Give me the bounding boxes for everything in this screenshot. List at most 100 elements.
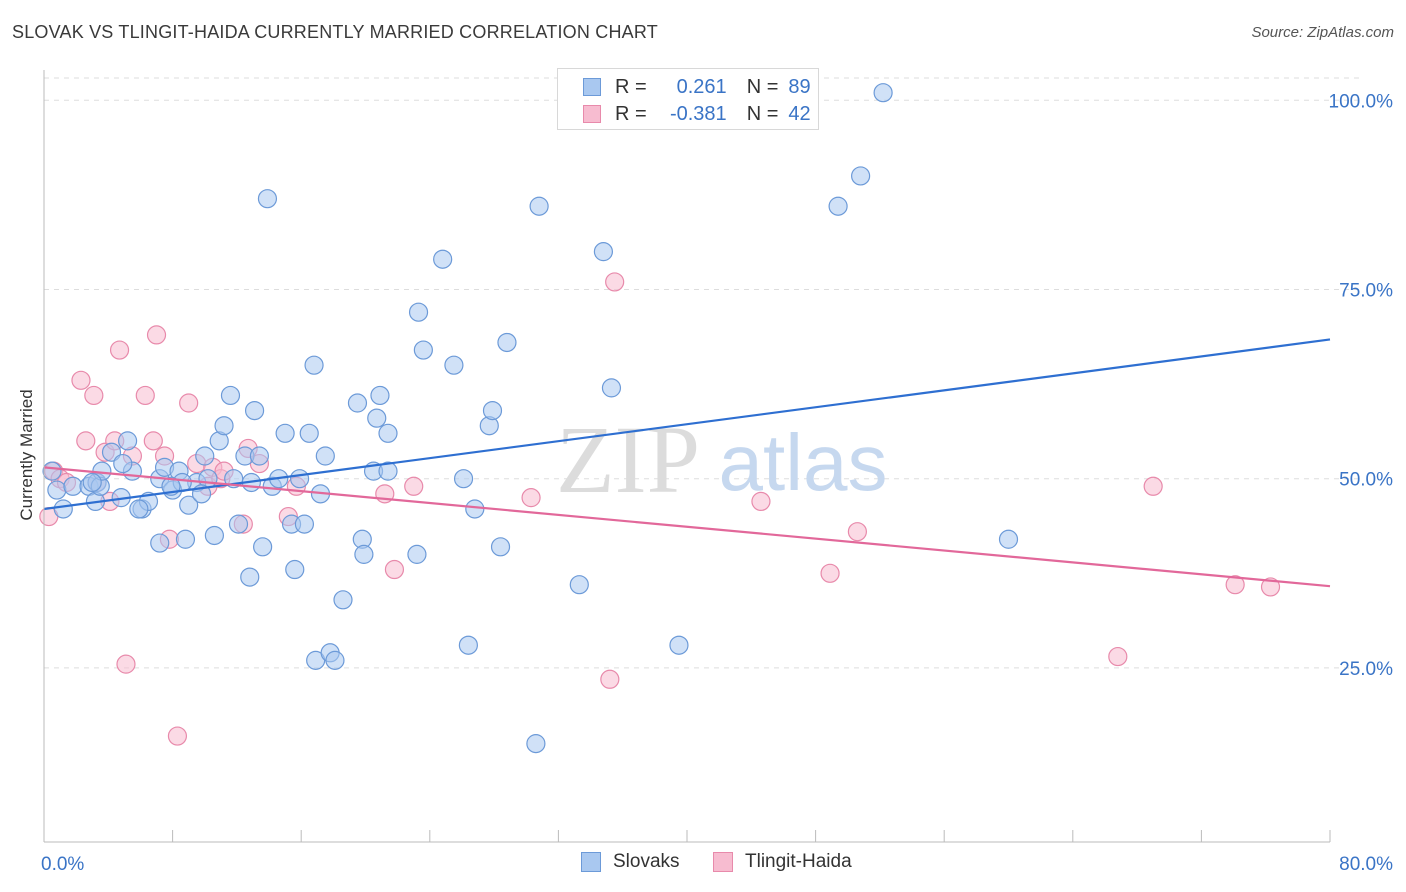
slovaks-point (129, 499, 149, 519)
slovaks-point (497, 332, 517, 353)
slovaks-point (294, 514, 315, 534)
slovaks-point (42, 461, 62, 481)
tlingit-haida-point (146, 325, 167, 345)
x-tick-label: 0.0% (41, 854, 84, 875)
tlingit-haida-point (751, 491, 771, 512)
legend-r-value: -0.381 (669, 102, 727, 125)
chart-title: SLOVAK VS TLINGIT-HAIDA CURRENTLY MARRIE… (12, 22, 658, 42)
slovaks-point (370, 385, 390, 406)
slovaks-point (63, 476, 83, 496)
tlingit-haida-point (143, 431, 163, 451)
slovaks-point (529, 196, 549, 216)
slovaks-point (413, 340, 433, 360)
slovaks-point (408, 302, 429, 322)
tlingit-haida-point (109, 340, 130, 360)
slovaks-point (407, 544, 427, 564)
slovaks-point (998, 529, 1019, 549)
slovaks-point (325, 650, 345, 670)
y-tick-label: 25.0% (1339, 659, 1393, 680)
y-axis-label: Currently Married (17, 389, 36, 521)
x-tick-label: 80.0% (1339, 854, 1393, 875)
slovaks-point (195, 446, 215, 466)
legend-swatch-slovaks (583, 78, 601, 96)
tlingit-haida-point (1143, 476, 1163, 496)
legend-label-tlingit-haida: Tlingit-Haida (745, 851, 852, 872)
slovaks-point (220, 385, 241, 406)
slovaks-trend-line (43, 338, 1331, 511)
tlingit-haida-point (605, 272, 625, 292)
slovaks-point (244, 400, 265, 421)
tlingit-haida-point (135, 385, 155, 406)
tlingit-haida-point (1108, 646, 1128, 667)
watermark-atlas: atlas (719, 418, 888, 507)
slovaks-point (117, 431, 138, 451)
slovaks-point (828, 196, 848, 216)
watermark-zip: ZIP (556, 406, 700, 513)
slovaks-point (347, 393, 368, 413)
legend-swatch-tlingit-haida (583, 105, 601, 123)
slovaks-point (526, 734, 546, 754)
slovaks-point (53, 499, 73, 519)
trend-lines (43, 338, 1331, 588)
legend-swatch-tlingit-haida (713, 852, 733, 872)
tlingit-haida-point (167, 726, 188, 746)
legend-item-tlingit-haida[interactable]: Tlingit-Haida (713, 851, 852, 873)
legend-r-label: R = (615, 102, 647, 125)
legend-item-slovaks[interactable]: Slovaks (581, 851, 680, 873)
slovaks-point (453, 469, 474, 489)
slovaks-point (482, 400, 503, 421)
slovaks-point (214, 416, 234, 436)
slovaks-point (669, 635, 689, 655)
tlingit-haida-point (847, 522, 867, 542)
slovaks-point (367, 408, 387, 428)
legend-r-value: 0.261 (676, 75, 727, 98)
tlingit-haida-point (71, 370, 91, 390)
tlingit-haida-point (1260, 577, 1281, 597)
slovaks-point (249, 446, 270, 466)
slovaks-point (257, 189, 278, 209)
legend-label-slovaks: Slovaks (613, 851, 680, 872)
slovaks-point (569, 575, 589, 595)
slovaks-point (458, 635, 478, 655)
slovaks-point (275, 423, 295, 443)
tlingit-haida-point (404, 476, 424, 496)
slovaks-point (82, 472, 102, 493)
slovaks-point (593, 242, 614, 262)
tlingit-haida-point (76, 431, 96, 451)
slovaks-point (228, 514, 249, 534)
slovaks-point (465, 499, 485, 519)
slovaks-point (378, 461, 398, 481)
watermark: ZIP atlas (556, 406, 887, 513)
tlingit-haida-trend-line (43, 466, 1331, 588)
slovaks-point (490, 537, 511, 557)
legend-r-label: R = (615, 75, 647, 98)
slovaks-point (113, 453, 133, 474)
slovaks-point (289, 469, 310, 489)
source-credit: Source: ZipAtlas.com (1251, 24, 1394, 41)
slovaks-point (299, 423, 319, 443)
legend-swatch-slovaks (581, 852, 601, 872)
slovaks-point (851, 166, 871, 186)
tlingit-haida-point (84, 385, 104, 406)
series-legend: Slovaks Tlingit-Haida (0, 851, 1406, 879)
tlingit-haida-point (1225, 575, 1245, 595)
slovaks-point (101, 442, 122, 462)
tlingit-haida-point (521, 488, 541, 508)
tick-labels: 25.0% 50.0% 75.0% 100.0% 0.0% 80.0% (41, 91, 1393, 875)
y-tick-label: 100.0% (1329, 91, 1394, 112)
slovaks-point (601, 378, 622, 398)
slovaks-point (873, 83, 893, 103)
slovaks-point (333, 590, 353, 610)
slovaks-point (285, 559, 305, 580)
slovaks-point (378, 423, 398, 443)
slovaks-point (175, 529, 196, 549)
slovaks-point (304, 355, 324, 375)
correlation-legend: R = 0.261 N = 89 R = -0.381 N = 42 (557, 68, 819, 130)
slovaks-point (179, 495, 199, 515)
legend-row-tlingit-haida: R = -0.381 N = 42 (558, 100, 811, 128)
axes (43, 70, 1331, 843)
slovaks-point (253, 537, 273, 557)
slovaks-point (315, 446, 335, 466)
legend-n-label: N = (746, 75, 779, 98)
